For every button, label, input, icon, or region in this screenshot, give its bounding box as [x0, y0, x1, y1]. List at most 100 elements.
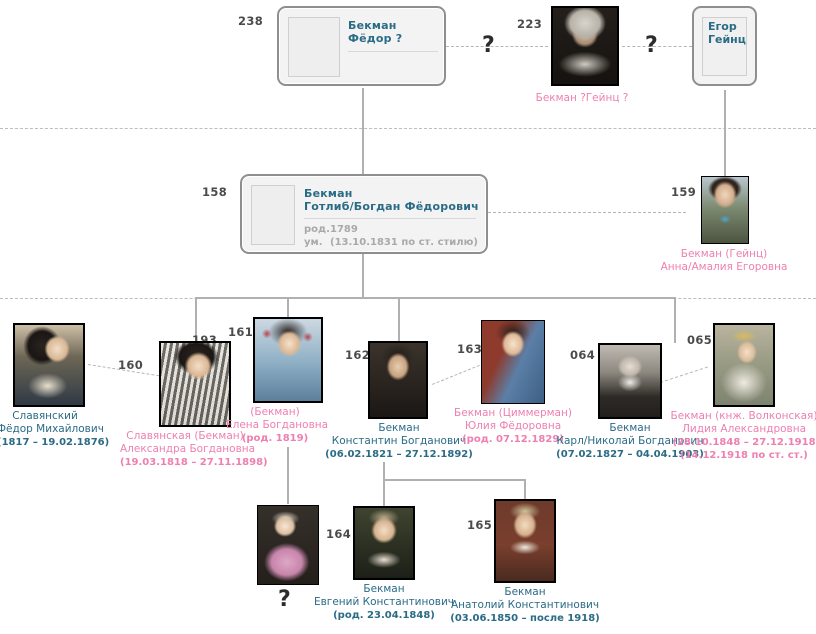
person-064[interactable]: Бекман Карл/Николай Богданович (07.02.18…: [556, 343, 704, 461]
portrait-elderly-woman-lace-cap[interactable]: [551, 6, 619, 86]
id-number-164: 164: [326, 527, 352, 541]
person-223-label: Бекман ?Гейнц ?: [535, 92, 629, 104]
person-193-name-line2: Фёдор Михайлович: [0, 423, 104, 435]
spouse-link-158-159: [488, 212, 686, 213]
person-223[interactable]: Бекман ?Гейнц ?: [536, 6, 628, 104]
person-065[interactable]: Бекман (кнж. Волконская) Лидия Александр…: [671, 323, 816, 462]
person-064-name-line2: Карл/Николай Богданович: [556, 435, 704, 447]
id-number-162: 162: [345, 348, 371, 362]
person-160-dates: (19.03.1818 – 27.11.1898): [120, 457, 268, 468]
death-label: ум.: [304, 237, 323, 248]
birth-value: 1789: [330, 224, 358, 235]
generation-separator-1: [0, 128, 816, 129]
person-name-line1: Бекман: [348, 19, 397, 32]
portrait-woman-red-blue-gown[interactable]: [481, 320, 545, 404]
portrait-boy-green-coat[interactable]: [353, 506, 415, 580]
connector-162-to-children: [383, 462, 385, 480]
portrait-woman-striped-dress[interactable]: [159, 341, 231, 427]
id-number-160: 160: [118, 358, 144, 372]
id-number-158: 158: [202, 185, 228, 199]
id-number-163: 163: [457, 342, 483, 356]
person-card-158[interactable]: Бекман Готлиб/Богдан Фёдорович род.1789 …: [240, 174, 488, 254]
connector-238-to-158: [362, 88, 364, 178]
person-165[interactable]: Бекман Анатолий Константинович (03.06.18…: [450, 499, 600, 625]
spouse-link-223-egor: [622, 46, 692, 47]
person-name-line2: Гейнц: [708, 33, 746, 46]
person-name-line1: Бекман: [304, 187, 353, 200]
person-162-name-line2: Константин Богданович: [331, 435, 467, 447]
person-160-name-line1: Славянская (Бекман): [126, 430, 244, 442]
person-163-name-line2: Юлия Фёдоровна: [464, 420, 562, 432]
portrait-officer-mustache[interactable]: [368, 341, 428, 419]
id-number-223: 223: [517, 17, 543, 31]
portrait-woman-floral-wreath[interactable]: [253, 317, 323, 403]
sibling-bus-generation3: [195, 297, 675, 299]
empty-photo-placeholder-icon: [288, 17, 340, 77]
unknown-person-marker: ?: [278, 587, 291, 612]
person-name-line2: Готлиб/Богдан Фёдорович: [304, 200, 479, 213]
id-number-161: 161: [228, 325, 254, 339]
death-value: (13.10.1831 по ст. стилю): [330, 237, 478, 248]
drop-to-160: [195, 297, 197, 343]
person-164-name-line1: Бекман: [363, 583, 405, 595]
unknown-spouse-marker-2: ?: [645, 33, 658, 58]
spouse-link-162-163: [432, 363, 485, 385]
person-160[interactable]: Славянская (Бекман) Александра Богдановн…: [120, 341, 268, 469]
person-163-dates: (род. 07.12.1829): [462, 434, 564, 445]
person-164-name-line2: Евгений Константинович: [313, 596, 455, 608]
sibling-bus-generation4: [383, 479, 526, 481]
person-159-label-line1: Бекман (Гейнц): [680, 248, 768, 260]
id-number-238: 238: [238, 14, 264, 28]
portrait-child-pink-dress[interactable]: [257, 505, 319, 585]
person-193-name-line1: Славянский: [12, 410, 78, 422]
drop-to-164: [383, 479, 385, 506]
person-064-name-line1: Бекман: [609, 422, 651, 434]
drop-to-064: [674, 297, 676, 343]
drop-to-162: [398, 297, 400, 341]
id-number-064: 064: [570, 348, 596, 362]
empty-photo-placeholder-icon: [702, 17, 747, 76]
portrait-boy-red-coat[interactable]: [494, 499, 556, 583]
person-card-238[interactable]: Бекман Фёдор ?: [277, 6, 446, 86]
person-065-name-line2: Лидия Александровна: [681, 423, 807, 435]
id-number-159: 159: [671, 185, 697, 199]
person-164[interactable]: Бекман Евгений Константинович (род. 23.0…: [314, 506, 454, 622]
portrait-woman-blue-bow[interactable]: [701, 176, 749, 244]
drop-to-165: [524, 479, 526, 499]
person-193[interactable]: Славянский Фёдор Михайлович (1817 – 19.0…: [0, 323, 109, 449]
person-161[interactable]: (Бекман) Елена Богдановна (род. 1819): [226, 317, 328, 445]
connector-egor-to-159: [724, 90, 726, 176]
portrait-young-man-profile[interactable]: [13, 323, 85, 407]
person-065-dates-line2: (14.12.1918 по ст. ст.): [680, 450, 808, 461]
person-065-name-line1: Бекман (кнж. Волконская): [670, 410, 816, 422]
portrait-bearded-elderly-man[interactable]: [598, 343, 662, 419]
person-163[interactable]: Бекман (Циммерман) Юлия Фёдоровна (род. …: [454, 320, 572, 446]
person-name-line2: Фёдор ?: [348, 32, 403, 45]
person-161-dates: (род. 1819): [241, 433, 309, 444]
person-193-dates: (1817 – 19.02.1876): [0, 437, 110, 448]
portrait-woman-white-veil[interactable]: [713, 323, 775, 407]
connector-158-to-children-bus: [362, 252, 364, 298]
person-065-dates-line1: (28.10.1848 – 27.12.1918: [672, 437, 816, 448]
card-divider: [304, 218, 476, 219]
person-161-name-line2: Елена Богдановна: [226, 419, 329, 431]
person-unnamed-child[interactable]: ?: [256, 505, 320, 611]
person-162-dates: (06.02.1821 – 27.12.1892): [325, 449, 473, 460]
person-064-dates: (07.02.1827 – 04.04.1903): [556, 449, 704, 460]
person-159[interactable]: Бекман (Гейнц) Анна/Амалия Егоровна: [661, 176, 787, 273]
person-159-label-line2: Анна/Амалия Егоровна: [660, 261, 788, 273]
person-162-name-line1: Бекман: [378, 422, 420, 434]
id-number-065: 065: [687, 333, 713, 347]
person-165-name-line1: Бекман: [504, 586, 546, 598]
spouse-link-064-065: [660, 366, 708, 383]
spouse-link-238-223: [446, 46, 548, 47]
person-165-name-line2: Анатолий Константинович: [450, 599, 600, 611]
id-number-165: 165: [467, 518, 493, 532]
empty-photo-placeholder-icon: [251, 185, 295, 245]
person-162[interactable]: Бекман Константин Богданович (06.02.1821…: [325, 341, 473, 461]
person-160-name-line2: Александра Богдановна: [120, 443, 256, 455]
person-161-name-line1: (Бекман): [250, 406, 300, 418]
birth-label: род.: [304, 224, 330, 235]
person-card-egor-geints[interactable]: Егор Гейнц: [692, 6, 757, 86]
